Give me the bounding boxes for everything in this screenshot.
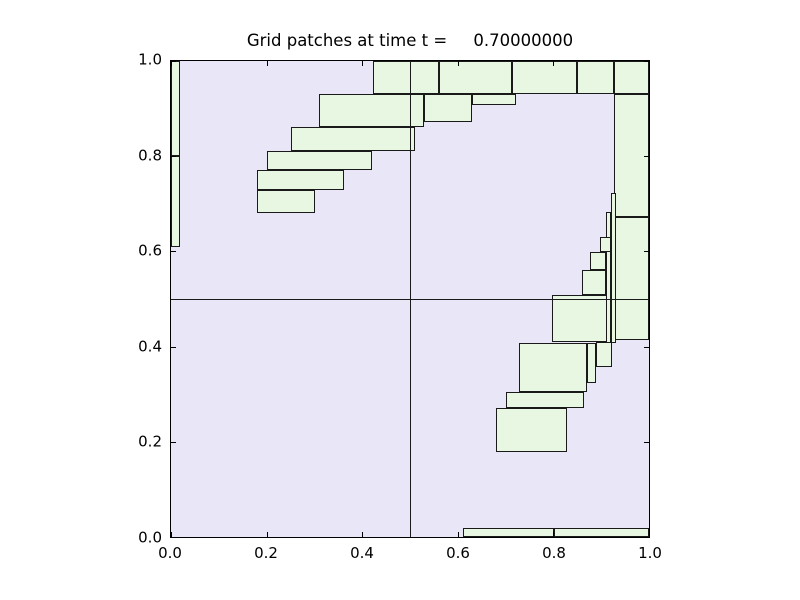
chart-title: Grid patches at time t = 0.70000000 bbox=[246, 31, 574, 50]
grid-patch bbox=[171, 61, 181, 157]
x-tick-mark bbox=[649, 532, 650, 537]
x-tick-mark bbox=[553, 532, 555, 537]
grid-patch bbox=[552, 295, 608, 342]
x-tick-label: 0.4 bbox=[350, 544, 374, 562]
y-axis-tick-labels: 0.0 0.2 0.4 0.6 0.8 1.0 bbox=[60, 51, 162, 547]
grid-patch bbox=[587, 342, 597, 383]
x-tick-label: 0.2 bbox=[254, 544, 278, 562]
x-tick-mark bbox=[649, 61, 650, 66]
x-tick-mark bbox=[553, 61, 555, 66]
y-tick-label: 0.0 bbox=[138, 528, 162, 547]
y-tick-mark bbox=[171, 537, 176, 538]
x-tick-mark bbox=[362, 61, 364, 66]
y-tick-label: 1.0 bbox=[138, 50, 162, 69]
grid-patch bbox=[471, 93, 516, 105]
grid-patch bbox=[590, 252, 606, 270]
grid-patch bbox=[614, 217, 649, 340]
grid-patch bbox=[256, 189, 316, 214]
y-tick-mark bbox=[644, 441, 649, 443]
x-tick-label: 0.8 bbox=[542, 544, 566, 562]
grid-patch bbox=[256, 170, 345, 190]
y-tick-label: 0.2 bbox=[138, 433, 162, 452]
grid-patch bbox=[171, 156, 181, 247]
y-tick-mark bbox=[171, 61, 176, 62]
x-tick-mark bbox=[362, 532, 364, 537]
grid-patch bbox=[511, 61, 578, 94]
grid-patch bbox=[373, 61, 439, 94]
grid-patch bbox=[505, 391, 584, 409]
x-tick-mark bbox=[171, 532, 172, 537]
y-tick-label: 0.6 bbox=[138, 241, 162, 260]
grid-patch bbox=[423, 93, 472, 123]
y-tick-mark bbox=[644, 346, 649, 348]
grid-patch bbox=[582, 269, 606, 296]
y-tick-label: 0.8 bbox=[138, 146, 162, 165]
y-tick-mark bbox=[644, 251, 649, 253]
y-tick-mark bbox=[644, 156, 649, 158]
grid-patch bbox=[611, 193, 616, 343]
grid-patch bbox=[614, 61, 649, 94]
x-tick-label: 0.6 bbox=[446, 544, 470, 562]
y-tick-label: 0.4 bbox=[138, 337, 162, 356]
grid-patch bbox=[600, 237, 612, 253]
x-tick-mark bbox=[266, 61, 268, 66]
y-tick-mark bbox=[171, 346, 176, 348]
grid-patch bbox=[614, 93, 649, 218]
grid-patch bbox=[290, 126, 415, 152]
x-tick-mark bbox=[457, 61, 459, 66]
grid-patch bbox=[438, 61, 512, 94]
x-tick-label: 0.0 bbox=[158, 544, 182, 562]
grid-patch bbox=[577, 61, 615, 94]
grid-patch bbox=[266, 151, 373, 171]
plot-area bbox=[170, 60, 650, 538]
y-tick-mark bbox=[171, 441, 176, 443]
y-tick-mark bbox=[171, 251, 176, 253]
y-tick-mark bbox=[644, 61, 649, 62]
grid-patch bbox=[495, 408, 568, 453]
x-tick-mark bbox=[266, 532, 268, 537]
grid-divider-horizontal bbox=[171, 299, 649, 300]
grid-patch bbox=[519, 342, 588, 392]
grid-patch bbox=[462, 527, 555, 537]
y-tick-mark bbox=[171, 156, 176, 158]
x-tick-mark bbox=[457, 532, 459, 537]
grid-patch bbox=[554, 527, 649, 537]
x-axis-tick-labels: 0.0 0.2 0.4 0.6 0.8 1.0 bbox=[158, 544, 662, 564]
y-tick-mark bbox=[644, 537, 649, 538]
x-tick-mark bbox=[171, 61, 172, 66]
grid-patch bbox=[319, 93, 424, 127]
x-tick-label: 1.0 bbox=[638, 544, 662, 562]
grid-patch bbox=[596, 341, 613, 367]
